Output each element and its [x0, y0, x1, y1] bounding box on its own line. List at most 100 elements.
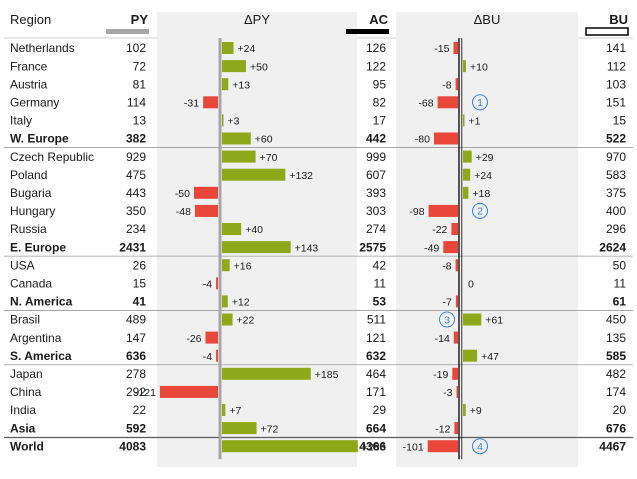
dpy-data-label: +143	[295, 242, 319, 254]
dbu-bar	[463, 349, 478, 362]
row-ac-value: 2575	[359, 240, 386, 254]
dbu-bar	[463, 313, 482, 326]
header-py: PY	[131, 12, 149, 27]
dpy-data-label: -48	[176, 206, 191, 218]
dbu-bar	[437, 96, 458, 109]
marker-circle	[472, 94, 488, 111]
dpy-bar	[222, 404, 226, 416]
row-bu-value: 174	[606, 385, 626, 399]
dpy-bar	[222, 367, 311, 380]
dpy-bar	[222, 168, 286, 181]
row-bu-value: 296	[606, 222, 626, 236]
dbu-data-label: +1	[469, 116, 481, 128]
row-ac-value: 53	[373, 295, 387, 309]
dpy-bar	[222, 440, 358, 453]
dbu-data-label: +9	[470, 405, 482, 417]
dpy-data-label: +7	[229, 405, 241, 417]
row-ac-value: 122	[366, 59, 386, 73]
dpy-bar	[222, 114, 224, 127]
dpy-bar	[203, 96, 218, 109]
dbu-bar	[453, 331, 458, 344]
dbu-data-label: -80	[415, 134, 430, 146]
marker-circle	[439, 311, 455, 328]
row-py-value: 4083	[119, 439, 146, 453]
dpy-data-label: -31	[184, 98, 199, 110]
row-py-value: 26	[133, 258, 147, 272]
dbu-bar	[463, 168, 471, 181]
dpy-bar	[222, 150, 256, 163]
dbu-bar	[434, 132, 458, 145]
row-region-label: Asia	[10, 421, 36, 435]
row-ac-value: 607	[366, 168, 386, 182]
dbu-bar	[428, 204, 458, 217]
row-py-value: 278	[126, 367, 146, 381]
row-bu-value: 103	[606, 77, 626, 91]
row-py-value: 350	[126, 204, 146, 218]
row-ac-value: 442	[366, 132, 386, 146]
dpy-data-label: +16	[234, 260, 252, 272]
dpy-bar	[222, 259, 230, 272]
row-ac-value: 82	[373, 96, 387, 110]
row-bu-value: 135	[606, 331, 626, 345]
row-ac-value: 999	[366, 150, 386, 164]
header-region: Region	[10, 12, 51, 27]
row-bu-value: 2624	[599, 240, 626, 254]
dbu-bar	[463, 186, 469, 199]
row-region-label: S. America	[10, 349, 72, 363]
row-bu-value: 4467	[599, 439, 626, 453]
row-bu-value: 61	[613, 295, 627, 309]
dbu-data-label: -101	[403, 441, 424, 453]
row-py-value: 13	[133, 114, 147, 128]
dbu-bar	[463, 150, 472, 163]
dpy-data-label: +72	[261, 423, 279, 435]
marker-number: 3	[444, 314, 450, 326]
row-py-value: 592	[126, 421, 146, 435]
row-bu-value: 585	[606, 349, 626, 363]
row-region-label: Brasil	[10, 313, 40, 327]
dpy-bar	[222, 132, 251, 145]
dbu-bar	[452, 367, 458, 380]
dpy-data-label: +50	[250, 61, 268, 73]
dbu-data-label: -22	[432, 224, 447, 236]
row-py-value: 2431	[119, 240, 146, 254]
row-py-value: 114	[127, 96, 146, 110]
row-py-value: 443	[126, 186, 146, 200]
dbu-data-label: -3	[443, 387, 452, 399]
row-ac-value: 17	[373, 114, 387, 128]
dpy-data-label: +283	[362, 441, 386, 453]
dbu-panel	[396, 12, 578, 467]
dpy-bar	[159, 385, 218, 398]
dpy-data-label: +13	[232, 79, 250, 91]
dbu-data-label: -14	[435, 333, 450, 345]
row-bu-value: 375	[606, 186, 626, 200]
dbu-data-label: +24	[474, 170, 492, 182]
row-ac-value: 511	[367, 313, 386, 327]
row-py-value: 147	[126, 331, 146, 345]
row-region-label: E. Europe	[10, 240, 66, 254]
dpy-bar	[222, 223, 242, 235]
row-region-label: China	[10, 385, 42, 399]
row-region-label: Czech Republic	[10, 150, 94, 164]
row-ac-value: 11	[374, 277, 387, 291]
row-region-label: Japan	[10, 367, 43, 381]
row-region-label: Poland	[10, 168, 47, 182]
dpy-data-label: -4	[203, 351, 212, 363]
dpy-bar	[194, 186, 218, 199]
row-bu-value: 15	[613, 114, 627, 128]
dpy-data-label: +60	[255, 134, 273, 146]
dpy-bar	[222, 42, 234, 54]
row-py-value: 929	[126, 150, 146, 164]
dbu-data-label: 0	[468, 279, 474, 291]
dpy-data-label: +40	[245, 224, 263, 236]
dbu-data-label: -98	[409, 206, 424, 218]
row-ac-value: 632	[366, 349, 386, 363]
row-ac-value: 121	[366, 331, 386, 345]
row-region-label: Netherlands	[10, 41, 75, 55]
header-ac: AC	[369, 12, 388, 27]
row-region-label: N. America	[10, 295, 73, 309]
row-ac-value: 171	[366, 385, 386, 399]
dbu-bar	[455, 78, 458, 91]
row-py-value: 41	[133, 295, 147, 309]
